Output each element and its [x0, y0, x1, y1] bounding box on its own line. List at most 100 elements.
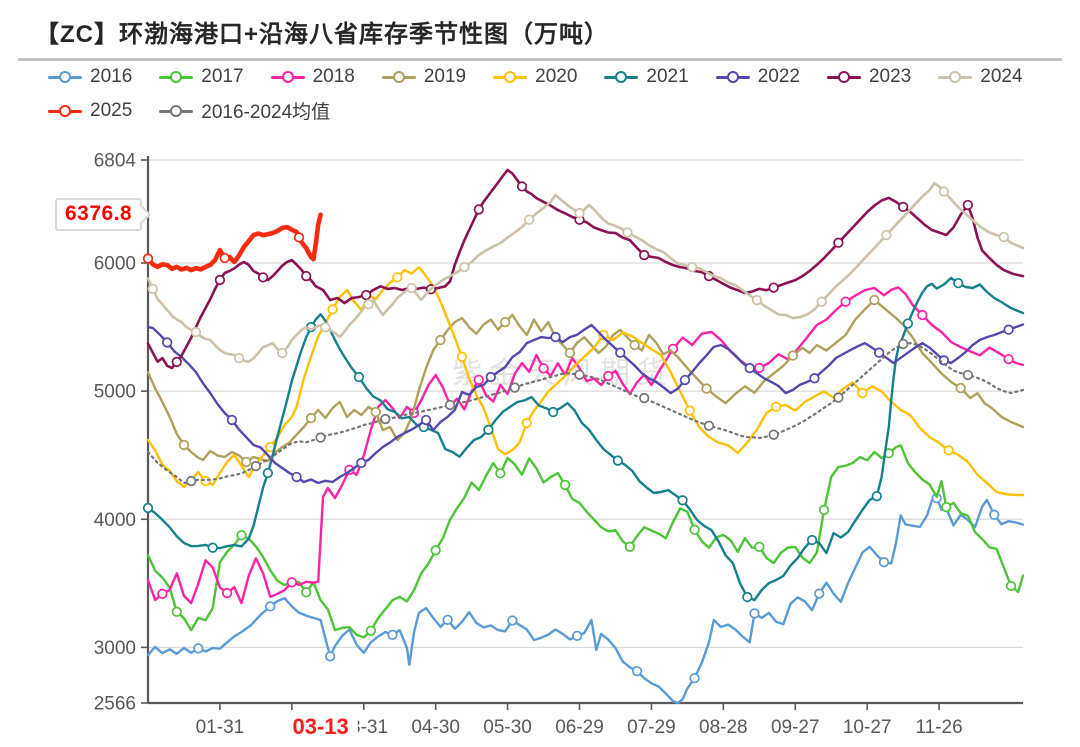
- series-marker-2022: [226, 414, 238, 426]
- legend-item-2016[interactable]: 2016: [48, 66, 132, 88]
- series-marker-2018: [840, 296, 851, 307]
- legend-label: 2016-2024均值: [201, 102, 331, 123]
- series-marker-2021: [262, 467, 274, 479]
- y-axis-label: 6000: [94, 254, 136, 275]
- legend-item-2022[interactable]: 2022: [715, 66, 800, 88]
- series-marker-2023: [361, 289, 372, 301]
- series-marker-2022: [615, 347, 626, 358]
- legend-item-2017[interactable]: 2017: [159, 66, 244, 88]
- series-marker-2024: [938, 186, 950, 197]
- x-axis-label: 06-29: [555, 717, 604, 738]
- series-marker-2016-2024-: [962, 369, 974, 381]
- series-marker-2024: [190, 326, 202, 338]
- series-marker-2022: [485, 371, 496, 383]
- series-line-2025: [145, 212, 323, 273]
- series-marker-2016-2024-: [833, 392, 844, 403]
- series-marker-2024: [881, 229, 892, 241]
- series-line-2024: [146, 181, 1025, 364]
- legend-item-2024[interactable]: 2024: [938, 66, 1023, 88]
- series-marker-2017: [171, 606, 182, 617]
- series-marker-2017: [236, 530, 247, 541]
- series-marker-2022: [744, 362, 755, 374]
- series-line-2016: [146, 496, 1025, 705]
- series-marker-2024: [233, 352, 245, 364]
- series-marker-2024: [574, 207, 585, 219]
- legend-item-2021[interactable]: 2021: [604, 66, 689, 88]
- series-marker-2025: [293, 232, 305, 243]
- series-marker-2023: [833, 237, 844, 248]
- series-marker-2018: [754, 362, 765, 374]
- series-marker-2019: [370, 406, 381, 418]
- x-axis-label: 08-28: [699, 717, 748, 738]
- series-marker-2023: [473, 204, 484, 215]
- legend-label: 2019: [423, 66, 467, 87]
- series-marker-2018: [157, 588, 168, 599]
- series-marker-2021: [677, 495, 688, 506]
- x-axis-label: 11-26: [916, 717, 963, 738]
- y-axis-label: 3000: [94, 638, 136, 659]
- legend-item-2020[interactable]: 2020: [493, 66, 577, 88]
- series-marker-2023: [257, 272, 269, 283]
- series-marker-2023: [301, 270, 312, 282]
- series-marker-2021: [902, 318, 914, 329]
- series-marker-2016: [507, 615, 518, 626]
- series-marker-2017: [495, 468, 506, 479]
- series-marker-2024: [406, 282, 417, 294]
- series-marker-2022: [550, 331, 561, 343]
- series-marker-2016-2024-: [703, 420, 715, 431]
- legend-label: 2023: [868, 66, 912, 87]
- x-axis-label: 07-29: [627, 717, 676, 738]
- series-marker-2016-2024-: [380, 413, 391, 425]
- series-marker-2019: [955, 382, 966, 394]
- series-marker-2017: [301, 587, 312, 598]
- legend-item-2018[interactable]: 2018: [270, 66, 355, 88]
- series-marker-2019: [305, 412, 317, 424]
- legend-series-marker-icon: [826, 71, 861, 83]
- series-marker-2016: [814, 588, 825, 599]
- series-marker-2017: [941, 501, 952, 513]
- series-line-2018: [146, 286, 1025, 605]
- series-line-2016-2024-: [146, 342, 1025, 485]
- series-marker-2023: [171, 356, 182, 368]
- series-marker-2024: [320, 322, 331, 333]
- series-marker-2025: [142, 253, 154, 264]
- series-marker-2023: [897, 201, 909, 213]
- series-marker-2022: [1003, 324, 1014, 335]
- series-marker-2019: [241, 456, 252, 468]
- series-marker-2016: [989, 509, 1000, 520]
- series-marker-2019: [178, 439, 190, 451]
- series-marker-2019: [629, 339, 640, 351]
- legend-item-2019[interactable]: 2019: [381, 66, 467, 88]
- series-marker-2020: [521, 417, 532, 429]
- y-axis-label: 4000: [94, 510, 136, 531]
- series-line-2017: [146, 444, 1025, 639]
- series-marker-2024: [524, 214, 535, 225]
- legend-label: 2024: [980, 66, 1023, 87]
- page-title: 【ZC】环渤海港口+沿海八省库存季节性图（万吨）: [35, 21, 610, 48]
- series-marker-2016-2024-: [250, 460, 262, 472]
- series-marker-2024: [277, 347, 288, 359]
- x-axis-label: 04-30: [411, 717, 460, 738]
- series-marker-2016: [193, 643, 204, 654]
- series-marker-2024: [363, 299, 374, 310]
- series-marker-2021: [806, 534, 818, 546]
- series-marker-2016: [749, 608, 760, 619]
- series-marker-2016: [878, 557, 890, 568]
- legend-label: 2017: [201, 66, 244, 87]
- y-axis-label: 6804: [94, 151, 137, 172]
- series-marker-2020: [200, 475, 211, 487]
- legend-row: 2025 2016-2024均值: [48, 97, 1058, 124]
- legend-row: 2016 2017 2018 2019 2020 2021 2022 2023 2024: [48, 66, 1058, 88]
- legend-item-2023[interactable]: 2023: [826, 66, 912, 88]
- series-marker-2018: [1003, 353, 1014, 365]
- chart-legend: 2016 2017 2018 2019 2020 2021 2022 2023 2024 2025…: [48, 66, 1058, 133]
- legend-item-2025[interactable]: 2025: [48, 100, 132, 122]
- series-marker-2021: [953, 277, 964, 289]
- legend-item-2016-2024-[interactable]: 2016-2024均值: [159, 97, 330, 124]
- series-marker-2016: [631, 665, 643, 677]
- series-marker-2022: [679, 374, 691, 386]
- series-marker-2023: [214, 274, 226, 286]
- legend-label: 2020: [535, 66, 578, 87]
- series-marker-2017: [818, 504, 830, 516]
- series-marker-2016-2024-: [768, 429, 779, 440]
